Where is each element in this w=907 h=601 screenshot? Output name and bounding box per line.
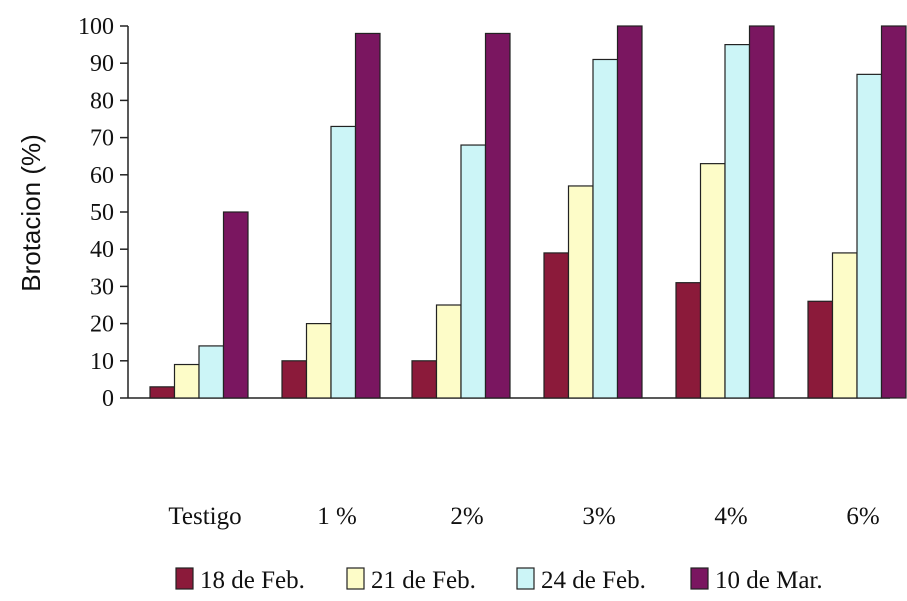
y-tick-label: 20 <box>90 312 114 338</box>
y-tick-label: 70 <box>90 126 114 152</box>
bar-1-6 <box>807 300 834 399</box>
y-tick-label: 40 <box>90 237 114 263</box>
y-axis-label: Brotacion (%) <box>16 134 46 292</box>
legend: 18 de Feb. 21 de Feb. 24 de Feb. 10 de Mar. <box>175 567 823 594</box>
y-tick-label: 50 <box>90 200 114 226</box>
category-label: 1 % <box>317 503 357 530</box>
bar-1-4 <box>543 252 570 399</box>
y-tick-label: 80 <box>90 88 114 114</box>
y-tick-label: 30 <box>90 274 114 300</box>
bar-2-5 <box>699 163 726 399</box>
bar-3-5 <box>724 43 751 399</box>
bar-3-1 <box>198 345 225 399</box>
category-label: 6% <box>846 503 879 530</box>
bar-1-2 <box>281 360 308 399</box>
legend-swatch <box>346 567 365 590</box>
bar-2-6 <box>831 252 858 399</box>
legend-swatch <box>516 567 535 590</box>
bar-4-1 <box>222 211 249 399</box>
category-label: Testigo <box>168 503 241 530</box>
y-tick-label: 90 <box>90 51 114 77</box>
y-tick-label: 0 <box>102 386 114 412</box>
bar-1-1 <box>149 386 176 399</box>
bar-4-2 <box>354 32 381 399</box>
bar-4-5 <box>748 25 775 399</box>
bar-1-5 <box>675 282 702 399</box>
bars <box>149 25 907 399</box>
bar-4-3 <box>484 32 511 399</box>
bar-3-6 <box>856 73 883 399</box>
bar-3-3 <box>460 144 487 399</box>
bar-2-1 <box>173 363 200 399</box>
bar-3-4 <box>592 58 619 399</box>
bar-4-4 <box>616 25 643 399</box>
y-tick-label: 10 <box>90 349 114 375</box>
legend-swatch <box>175 567 194 590</box>
category-label: 3% <box>582 503 615 530</box>
legend-label: 18 de Feb. <box>200 567 305 594</box>
y-tick-label: 100 <box>78 14 114 40</box>
bar-3-2 <box>330 125 357 399</box>
legend-label: 24 de Feb. <box>541 567 646 594</box>
category-label: 4% <box>714 503 747 530</box>
bar-1-3 <box>411 360 438 399</box>
category-labels: Testigo 1 % 2% 3% 4% 6% <box>168 503 879 530</box>
legend-swatch <box>690 567 709 590</box>
bar-2-4 <box>567 185 594 399</box>
bar-2-3 <box>435 304 462 399</box>
y-axis: 0 10 20 30 40 50 60 70 80 90 100 <box>78 14 890 412</box>
y-tick-label: 60 <box>90 163 114 189</box>
legend-label: 10 de Mar. <box>715 567 823 594</box>
bar-4-6 <box>880 25 907 399</box>
legend-label: 21 de Feb. <box>371 567 476 594</box>
bar-2-2 <box>305 323 332 399</box>
category-label: 2% <box>450 503 483 530</box>
